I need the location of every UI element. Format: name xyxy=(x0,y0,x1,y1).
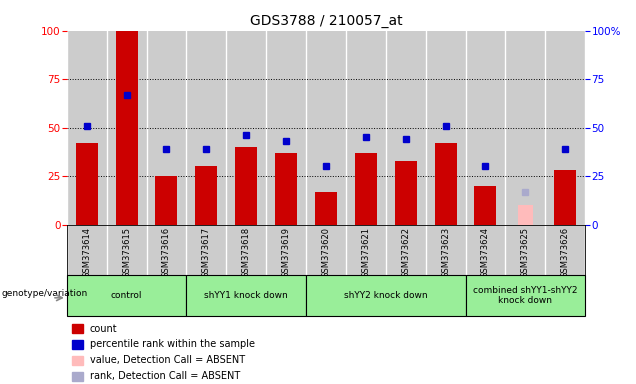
Bar xyxy=(554,170,576,225)
Bar xyxy=(72,372,83,381)
Bar xyxy=(72,340,83,349)
Text: rank, Detection Call = ABSENT: rank, Detection Call = ABSENT xyxy=(90,371,240,381)
Text: shYY2 knock down: shYY2 knock down xyxy=(344,291,427,300)
Text: genotype/variation: genotype/variation xyxy=(1,289,88,298)
Bar xyxy=(76,143,98,225)
Bar xyxy=(474,186,497,225)
Text: value, Detection Call = ABSENT: value, Detection Call = ABSENT xyxy=(90,355,245,365)
Bar xyxy=(355,153,377,225)
Text: shYY1 knock down: shYY1 knock down xyxy=(204,291,288,300)
Bar xyxy=(235,147,257,225)
Bar xyxy=(315,192,337,225)
Bar xyxy=(518,205,533,225)
Bar xyxy=(72,356,83,365)
Text: count: count xyxy=(90,324,117,334)
Text: GSM373618: GSM373618 xyxy=(242,227,251,278)
Text: GSM373626: GSM373626 xyxy=(561,227,570,278)
Text: GSM373619: GSM373619 xyxy=(282,227,291,278)
Bar xyxy=(275,153,297,225)
Text: percentile rank within the sample: percentile rank within the sample xyxy=(90,339,254,349)
Bar xyxy=(195,167,218,225)
Text: GSM373614: GSM373614 xyxy=(82,227,91,278)
Text: GSM373616: GSM373616 xyxy=(162,227,171,278)
Bar xyxy=(434,143,457,225)
Bar xyxy=(395,161,417,225)
FancyBboxPatch shape xyxy=(466,275,585,316)
Text: GSM373625: GSM373625 xyxy=(521,227,530,278)
Text: GSM373623: GSM373623 xyxy=(441,227,450,278)
Text: GSM373620: GSM373620 xyxy=(321,227,331,278)
Text: control: control xyxy=(111,291,142,300)
Bar xyxy=(116,31,137,225)
FancyBboxPatch shape xyxy=(186,275,306,316)
Text: GSM373622: GSM373622 xyxy=(401,227,410,278)
Text: GSM373624: GSM373624 xyxy=(481,227,490,278)
Bar xyxy=(72,324,83,333)
Title: GDS3788 / 210057_at: GDS3788 / 210057_at xyxy=(250,14,402,28)
FancyBboxPatch shape xyxy=(306,275,466,316)
FancyBboxPatch shape xyxy=(67,275,186,316)
Text: combined shYY1-shYY2
knock down: combined shYY1-shYY2 knock down xyxy=(473,286,577,305)
Text: GSM373615: GSM373615 xyxy=(122,227,131,278)
Bar xyxy=(155,176,177,225)
Text: GSM373617: GSM373617 xyxy=(202,227,211,278)
Text: GSM373621: GSM373621 xyxy=(361,227,370,278)
